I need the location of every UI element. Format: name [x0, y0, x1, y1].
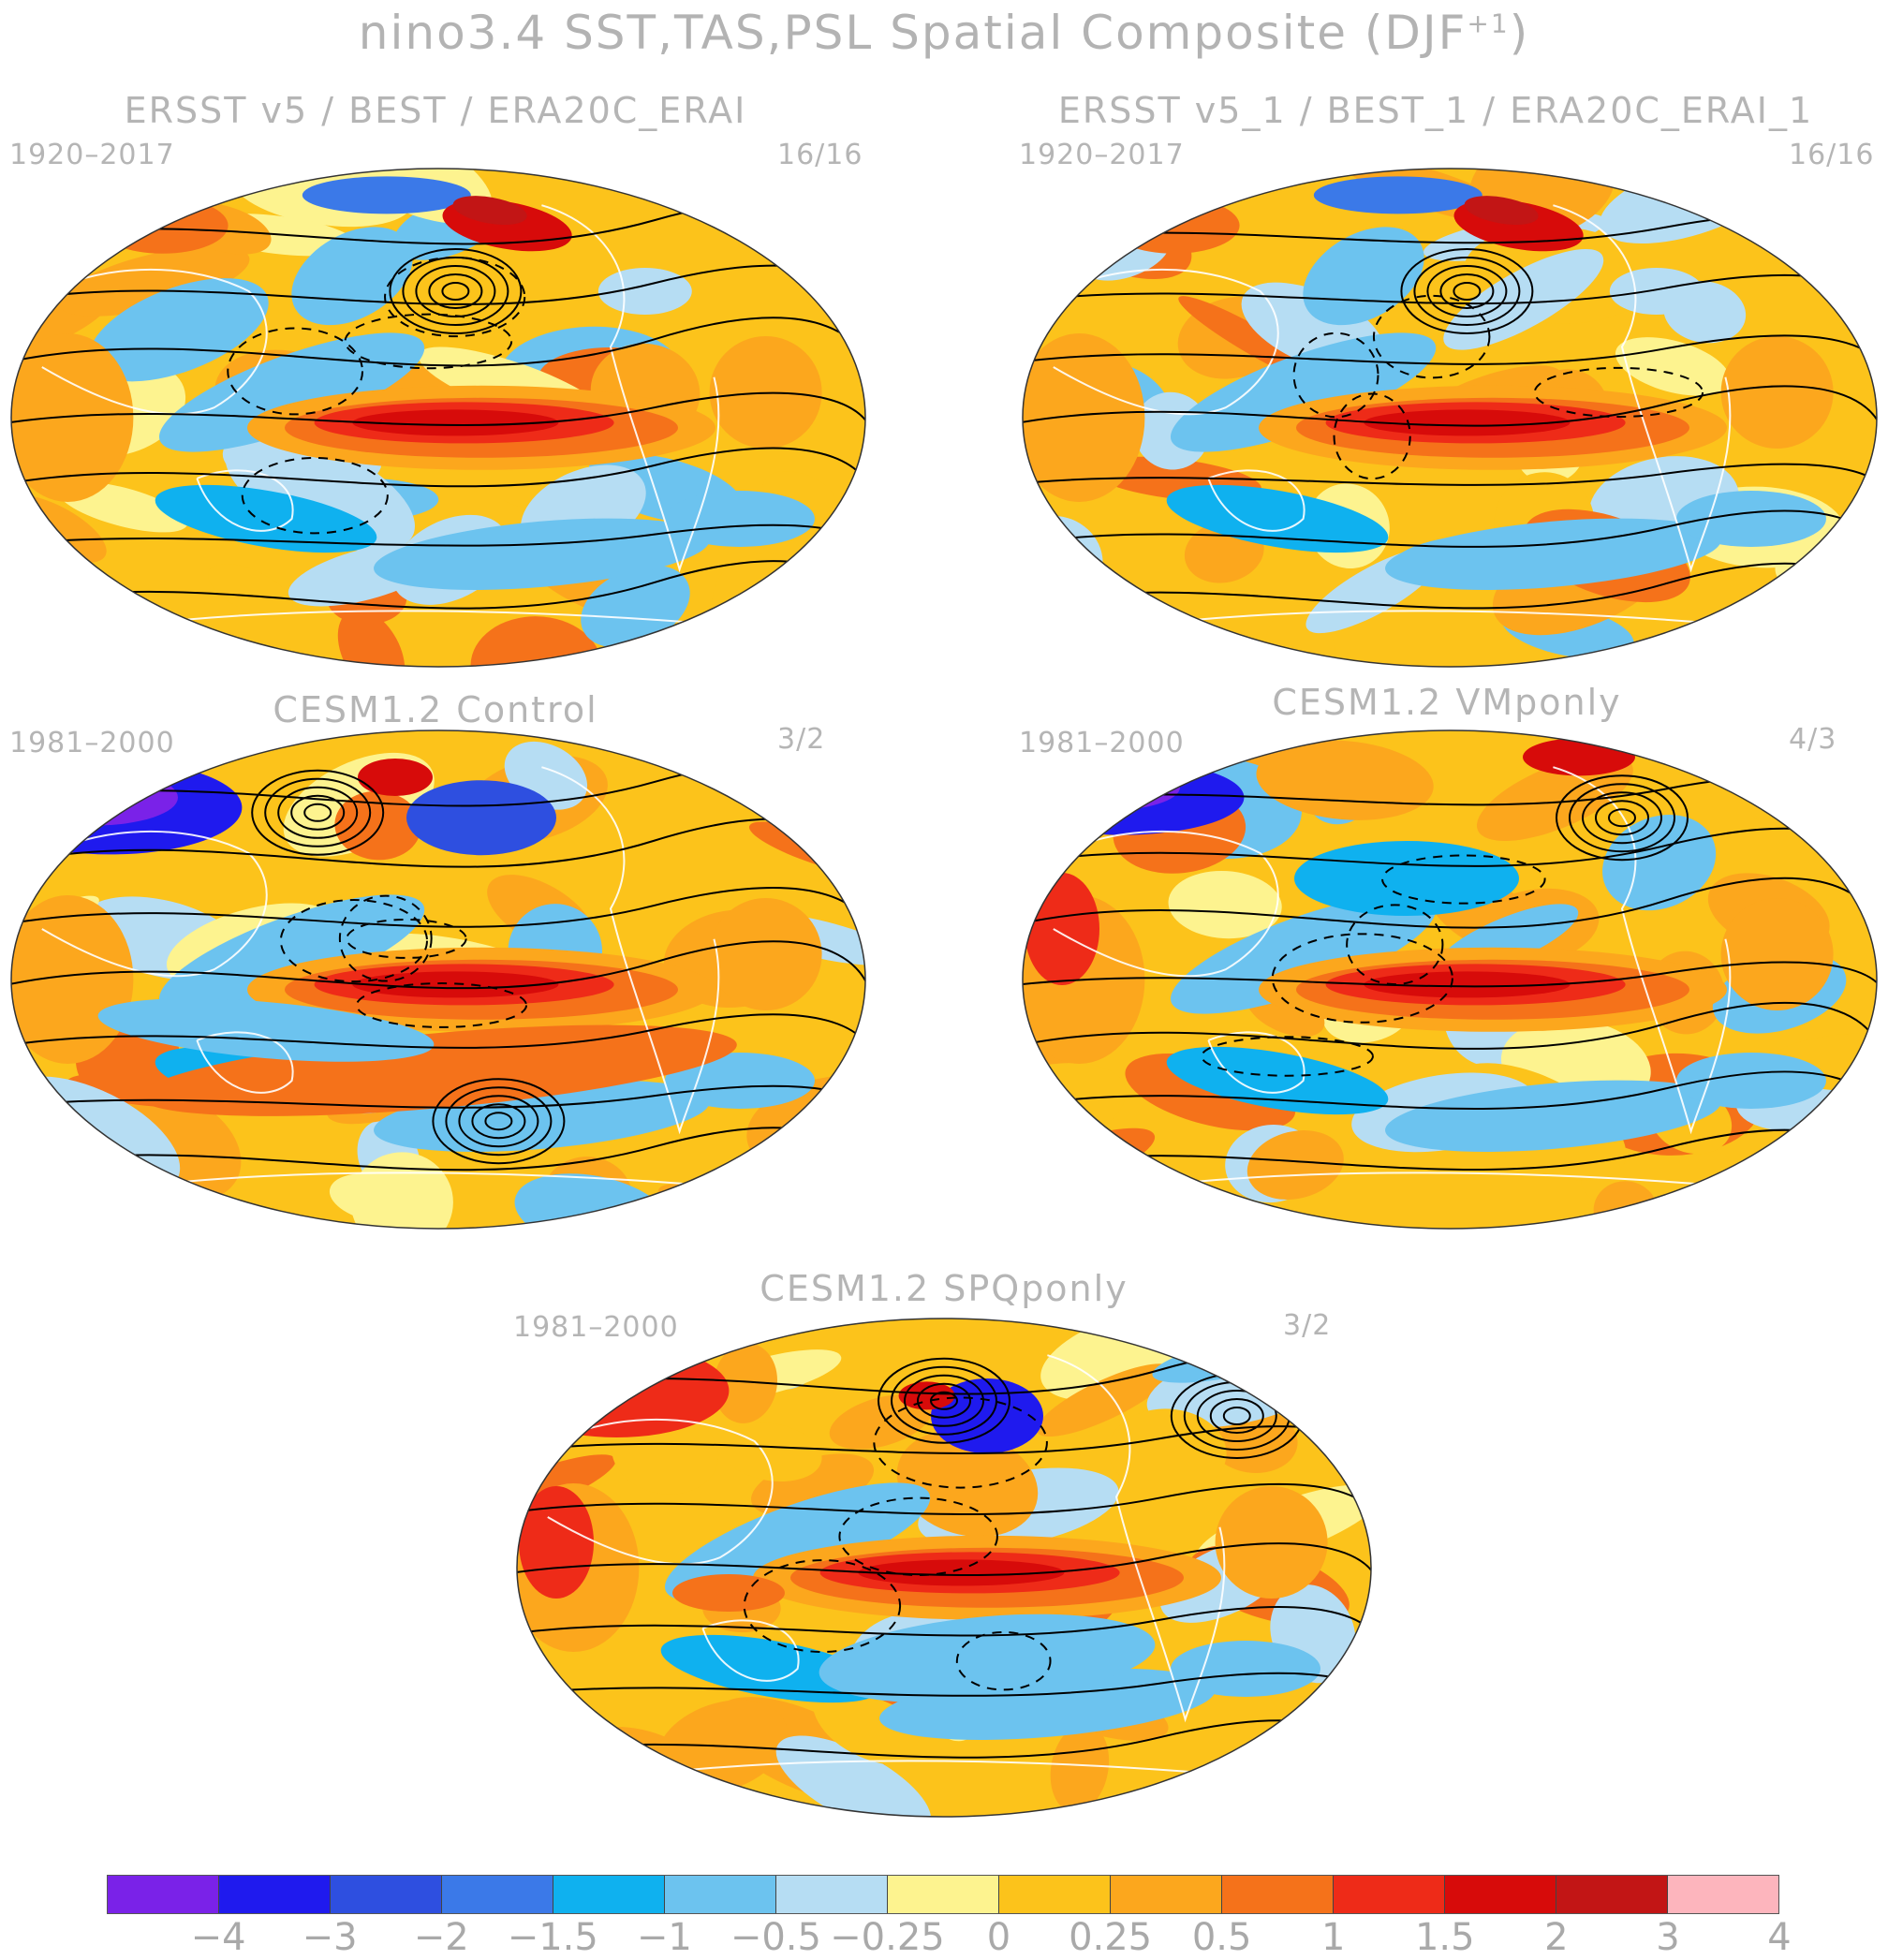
colorbar-swatch: [1334, 1876, 1445, 1913]
colorbar-ticks: −4 −3 −2 −1.5 −1 −0.5 −0.25 0 0.25 0.5 1 1.5 2 3 4: [0, 1916, 1888, 1960]
panel-count: 16/16: [1789, 139, 1875, 171]
colorbar-tick-label: 3: [1656, 1916, 1680, 1959]
colorbar-tick-label: −0.25: [830, 1916, 945, 1959]
panel-title: ERSST v5_1 / BEST_1 / ERA20C_ERAI_1: [1057, 90, 1814, 131]
panel-count: 4/3: [1789, 723, 1837, 756]
colorbar-tick-label: −0.5: [730, 1916, 821, 1959]
colorbar-swatch: [1445, 1876, 1556, 1913]
colorbar-swatch: [888, 1876, 999, 1913]
panel-title: CESM1.2 Control: [273, 689, 598, 730]
colorbar-tick-label: 0.25: [1069, 1916, 1153, 1959]
colorbar-tick-label: −1: [636, 1916, 692, 1959]
colorbar-swatch: [665, 1876, 776, 1913]
panel-count: 3/2: [777, 723, 826, 756]
colorbar-swatch: [776, 1876, 888, 1913]
composite-map: [10, 168, 866, 668]
colorbar-tick-label: −4: [190, 1916, 246, 1959]
colorbar-swatch: [1222, 1876, 1334, 1913]
colorbar-tick-label: −1.5: [507, 1916, 598, 1959]
colorbar-tick-label: 1.5: [1414, 1916, 1475, 1959]
colorbar-swatch: [442, 1876, 553, 1913]
colorbar-tick-label: 2: [1544, 1916, 1569, 1959]
panel-title: CESM1.2 VMponly: [1272, 682, 1622, 723]
colorbar-swatch: [1556, 1876, 1668, 1913]
composite-map: [1022, 729, 1878, 1230]
colorbar-tick-label: 0: [986, 1916, 1011, 1959]
colorbar-swatch: [1111, 1876, 1222, 1913]
panel-title: ERSST v5 / BEST / ERA20C_ERAI: [124, 90, 747, 131]
colorbar-swatch: [219, 1876, 331, 1913]
panel-count: 16/16: [777, 139, 863, 171]
panel-period: 1981–2000: [513, 1311, 679, 1344]
colorbar-tick-label: 4: [1767, 1916, 1792, 1959]
colorbar-swatch: [553, 1876, 665, 1913]
panel-period: 1981–2000: [1019, 727, 1185, 759]
colorbar-swatch: [108, 1876, 219, 1913]
colorbar: [107, 1875, 1779, 1914]
panel-title: CESM1.2 SPQponly: [760, 1268, 1128, 1309]
colorbar-swatch: [331, 1876, 442, 1913]
colorbar-tick-label: −2: [413, 1916, 469, 1959]
panel-period: 1920–2017: [1019, 139, 1185, 171]
colorbar-swatch: [999, 1876, 1111, 1913]
colorbar-tick-label: 0.5: [1191, 1916, 1252, 1959]
composite-map: [1022, 168, 1878, 668]
colorbar-tick-label: −3: [302, 1916, 358, 1959]
composite-map: [10, 729, 866, 1230]
figure-title: nino3.4 SST,TAS,PSL Spatial Composite (D…: [358, 6, 1530, 60]
colorbar-tick-label: 1: [1320, 1916, 1346, 1959]
panel-period: 1920–2017: [9, 139, 175, 171]
composite-map: [516, 1318, 1372, 1818]
panel-count: 3/2: [1283, 1309, 1332, 1342]
colorbar-swatch: [1668, 1876, 1778, 1913]
panel-period: 1981–2000: [9, 727, 175, 759]
